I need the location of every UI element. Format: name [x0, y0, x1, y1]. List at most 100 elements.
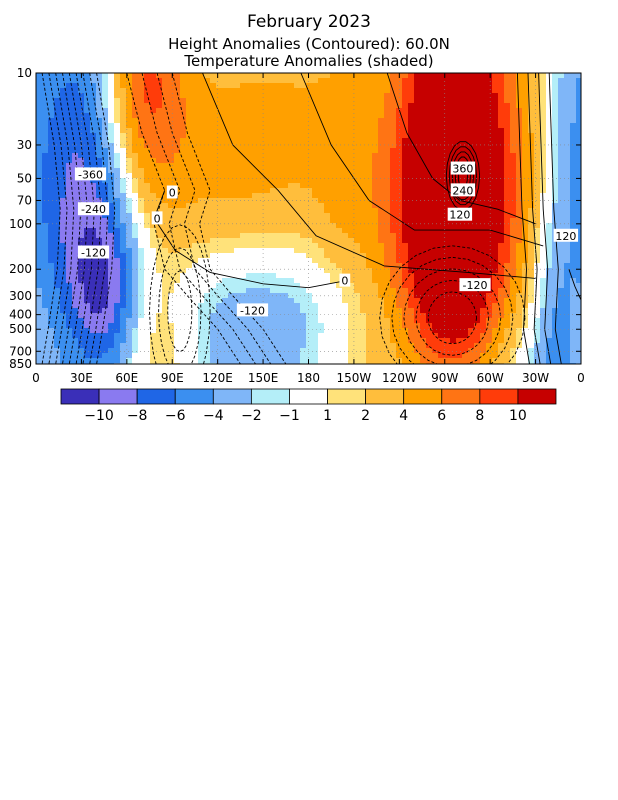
shading-cell	[468, 123, 475, 129]
shading-cell	[480, 358, 487, 364]
shading-cell	[450, 138, 457, 144]
shading-cell	[198, 148, 205, 154]
shading-cell	[276, 298, 283, 304]
shading-cell	[282, 113, 289, 119]
shading-cell	[444, 103, 451, 109]
shading-cell	[420, 293, 427, 299]
shading-cell	[66, 83, 73, 89]
shading-cell	[432, 103, 439, 109]
shading-cell	[54, 288, 61, 294]
shading-cell	[354, 198, 361, 204]
title-line-1: February 2023	[247, 12, 371, 32]
shading-cell	[174, 138, 181, 144]
shading-cell	[270, 283, 277, 289]
shading-cell	[42, 323, 49, 329]
shading-cell	[276, 173, 283, 179]
shading-cell	[90, 348, 97, 354]
shading-cell	[126, 253, 133, 259]
shading-cell	[312, 343, 319, 349]
shading-cell	[420, 348, 427, 354]
shading-cell	[192, 198, 199, 204]
shading-cell	[390, 188, 397, 194]
shading-cell	[480, 313, 487, 319]
shading-cell	[168, 118, 175, 124]
shading-cell	[468, 233, 475, 239]
shading-cell	[174, 198, 181, 204]
shading-cell	[444, 178, 451, 184]
shading-cell	[246, 153, 253, 159]
shading-cell	[114, 213, 121, 219]
shading-cell	[516, 328, 523, 334]
shading-cell	[360, 323, 367, 329]
shading-cell	[438, 273, 445, 279]
shading-cell	[36, 188, 43, 194]
shading-cell	[162, 173, 169, 179]
shading-cell	[528, 273, 535, 279]
shading-cell	[354, 153, 361, 159]
shading-cell	[114, 278, 121, 284]
shading-cell	[312, 353, 319, 359]
shading-cell	[474, 163, 481, 169]
shading-cell	[390, 258, 397, 264]
shading-cell	[408, 178, 415, 184]
shading-cell	[468, 253, 475, 259]
shading-cell	[288, 163, 295, 169]
shading-cell	[234, 98, 241, 104]
shading-cell	[270, 193, 277, 199]
shading-cell	[492, 148, 499, 154]
shading-cell	[348, 183, 355, 189]
shading-cell	[516, 338, 523, 344]
shading-cell	[54, 253, 61, 259]
shading-cell	[216, 118, 223, 124]
shading-cell	[534, 198, 541, 204]
shading-cell	[102, 143, 109, 149]
shading-cell	[72, 253, 79, 259]
shading-cell	[132, 153, 139, 159]
shading-cell	[276, 248, 283, 254]
shading-cell	[108, 238, 115, 244]
shading-cell	[330, 98, 337, 104]
shading-cell	[396, 208, 403, 214]
shading-cell	[270, 178, 277, 184]
shading-cell	[78, 273, 85, 279]
shading-cell	[72, 198, 79, 204]
shading-cell	[420, 88, 427, 94]
shading-cell	[78, 218, 85, 224]
shading-cell	[258, 158, 265, 164]
shading-cell	[360, 288, 367, 294]
shading-cell	[90, 153, 97, 159]
shading-cell	[102, 228, 109, 234]
shading-cell	[102, 288, 109, 294]
shading-cell	[96, 178, 103, 184]
shading-cell	[306, 188, 313, 194]
shading-cell	[282, 148, 289, 154]
shading-cell	[96, 88, 103, 94]
shading-cell	[498, 83, 505, 89]
shading-cell	[390, 313, 397, 319]
shading-cell	[144, 248, 151, 254]
shading-cell	[246, 73, 253, 79]
shading-cell	[216, 243, 223, 249]
shading-cell	[498, 158, 505, 164]
shading-cell	[300, 208, 307, 214]
shading-cell	[252, 158, 259, 164]
shading-cell	[48, 168, 55, 174]
shading-cell	[288, 138, 295, 144]
shading-cell	[60, 308, 67, 314]
shading-cell	[300, 333, 307, 339]
shading-cell	[84, 343, 91, 349]
shading-cell	[342, 198, 349, 204]
shading-cell	[408, 123, 415, 129]
shading-cell	[234, 273, 241, 279]
shading-cell	[528, 293, 535, 299]
shading-cell	[516, 193, 523, 199]
shading-cell	[192, 303, 199, 309]
shading-cell	[456, 268, 463, 274]
shading-cell	[288, 218, 295, 224]
shading-cell	[264, 293, 271, 299]
shading-cell	[324, 113, 331, 119]
shading-cell	[390, 158, 397, 164]
shading-cell	[252, 348, 259, 354]
shading-cell	[534, 298, 541, 304]
shading-cell	[210, 213, 217, 219]
